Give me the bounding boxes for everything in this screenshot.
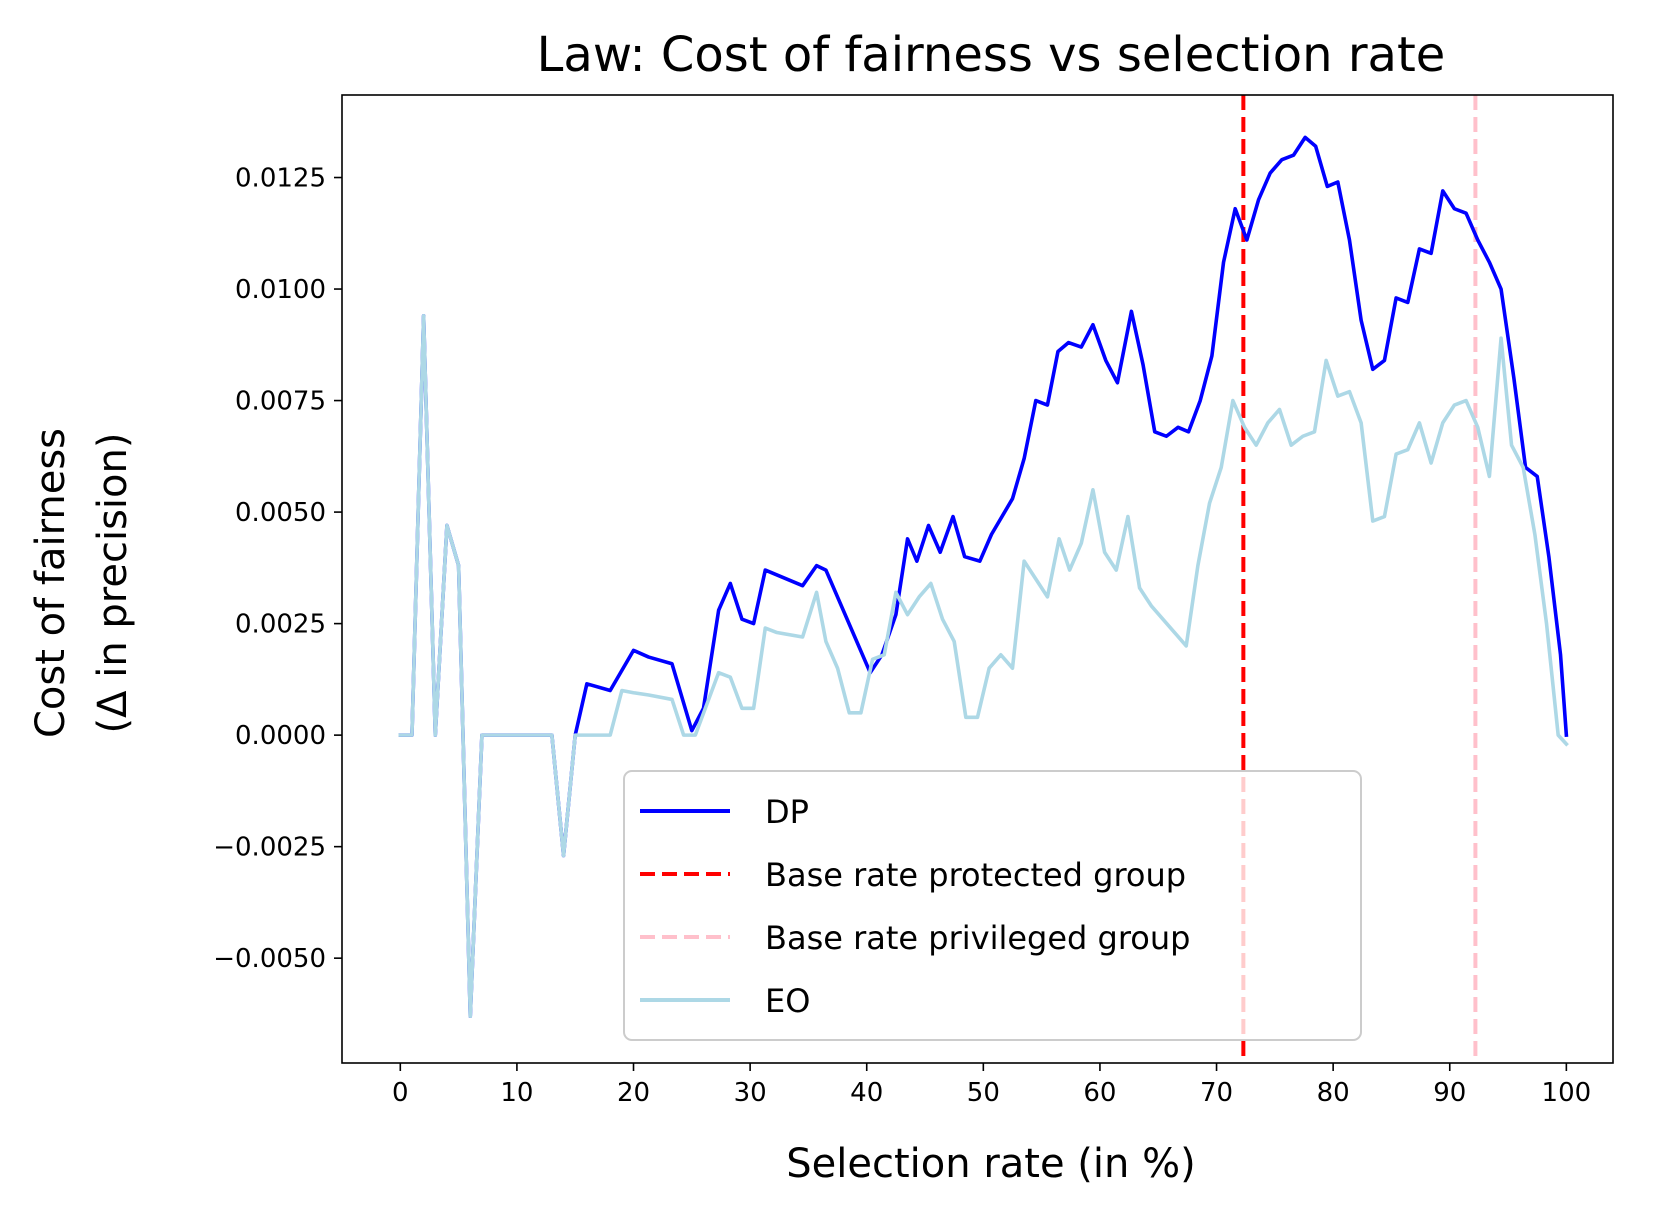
y-tick-label: 0.0000 [235, 721, 326, 751]
plot-frame [341, 94, 1614, 1064]
x-tick-label: 10 [500, 1078, 533, 1108]
x-tick-label: 90 [1433, 1078, 1466, 1108]
y-tick-label: −0.0050 [213, 944, 326, 974]
series-lines [398, 135, 1569, 1018]
y-tick-label: 0.0025 [235, 610, 326, 640]
x-axis-title: Selection rate (in %) [786, 1141, 1195, 1187]
x-axis-ticks: 0 10 20 30 40 50 60 70 80 90 100 [392, 1063, 1591, 1108]
y-axis-title-line-1: Cost of fairness [28, 428, 74, 738]
x-tick-label: 0 [392, 1078, 409, 1108]
x-tick-label: 100 [1542, 1078, 1592, 1108]
y-tick-label: −0.0025 [213, 833, 326, 863]
y-axis-title-line-2: (Δ in precision) [90, 433, 136, 734]
series-line-eo [398, 314, 1569, 1018]
legend: DP Base rate protected group Base rate p… [623, 770, 1362, 1041]
legend-label-eo: EO [765, 982, 810, 1020]
legend-label-privileged: Base rate privileged group [765, 919, 1190, 957]
y-axis-ticks: −0.0050 −0.0025 0.0000 0.0025 0.0050 0.0075 0.… [213, 164, 342, 974]
legend-label-protected: Base rate protected group [765, 856, 1186, 894]
legend-label-dp: DP [765, 793, 809, 831]
legend-frame [623, 770, 1362, 1041]
y-tick-label: 0.0075 [235, 387, 326, 417]
x-tick-label: 20 [617, 1078, 650, 1108]
x-tick-label: 30 [734, 1078, 767, 1108]
y-tick-label: 0.0125 [235, 164, 326, 194]
chart-title: Law: Cost of fairness vs selection rate [537, 27, 1446, 83]
x-tick-label: 60 [1083, 1078, 1116, 1108]
x-tick-label: 80 [1317, 1078, 1350, 1108]
x-tick-label: 50 [967, 1078, 1000, 1108]
x-tick-label: 70 [1200, 1078, 1233, 1108]
y-tick-label: 0.0050 [235, 498, 326, 528]
y-tick-label: 0.0100 [235, 275, 326, 305]
x-tick-label: 40 [850, 1078, 883, 1108]
